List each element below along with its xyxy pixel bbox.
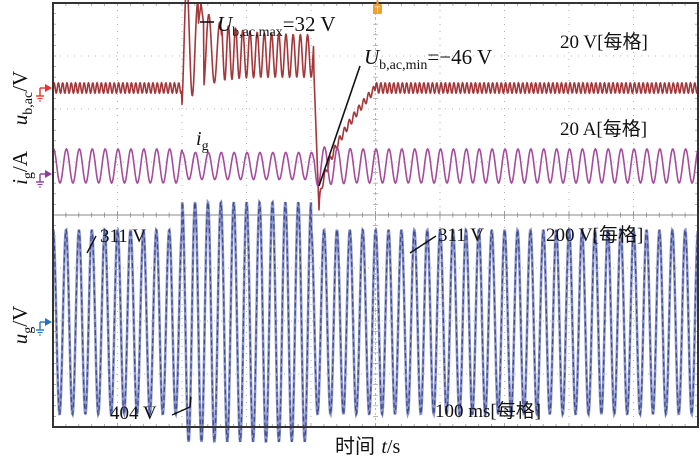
ylabel-ubac: ub,ac/V xyxy=(8,71,36,125)
ug-404-leader xyxy=(171,406,191,416)
x-axis-label: 时间 t/s xyxy=(335,434,400,458)
ch2-ground-marker xyxy=(36,170,52,188)
ug-404-leader-tail xyxy=(189,396,192,408)
ylabel-ug: ug/V xyxy=(8,306,36,345)
ug-trace xyxy=(52,200,699,443)
ubac-min-annotation: Ub,ac,min=−46 V xyxy=(364,45,492,73)
ig-trace xyxy=(52,145,699,188)
time-scale: 100 ms[每格] xyxy=(435,400,541,422)
plot-frame xyxy=(52,2,699,428)
ug-404-annotation: 404 V xyxy=(110,403,157,424)
trigger-label: T xyxy=(375,6,380,15)
ubac-max-annotation: Ub,ac,max=32 V xyxy=(217,12,336,40)
scale-ug: 200 V[每格] xyxy=(546,224,643,246)
ubac-trace xyxy=(52,0,699,211)
scale-ig: 20 A[每格] xyxy=(560,118,647,140)
ground-arrow xyxy=(45,84,52,92)
ground-arrow xyxy=(45,170,52,178)
ch3-ground-marker xyxy=(36,318,52,336)
ig-trace-label: ig xyxy=(196,128,209,154)
ylabel-ig: ig/A xyxy=(8,150,36,185)
traces xyxy=(51,0,700,444)
min-leader-line xyxy=(318,65,361,187)
scale-ubac: 20 V[每格] xyxy=(560,31,648,53)
ground-arrow xyxy=(45,318,52,326)
ch1-ground-marker xyxy=(36,84,52,102)
ug-311-left-leader xyxy=(86,235,97,254)
ug-311-left-annotation: 311 V xyxy=(100,226,146,247)
ug-311-right-leader xyxy=(409,235,437,254)
ug-311-right-annotation: 311 V xyxy=(438,225,484,246)
trigger-marker: T xyxy=(373,0,382,15)
